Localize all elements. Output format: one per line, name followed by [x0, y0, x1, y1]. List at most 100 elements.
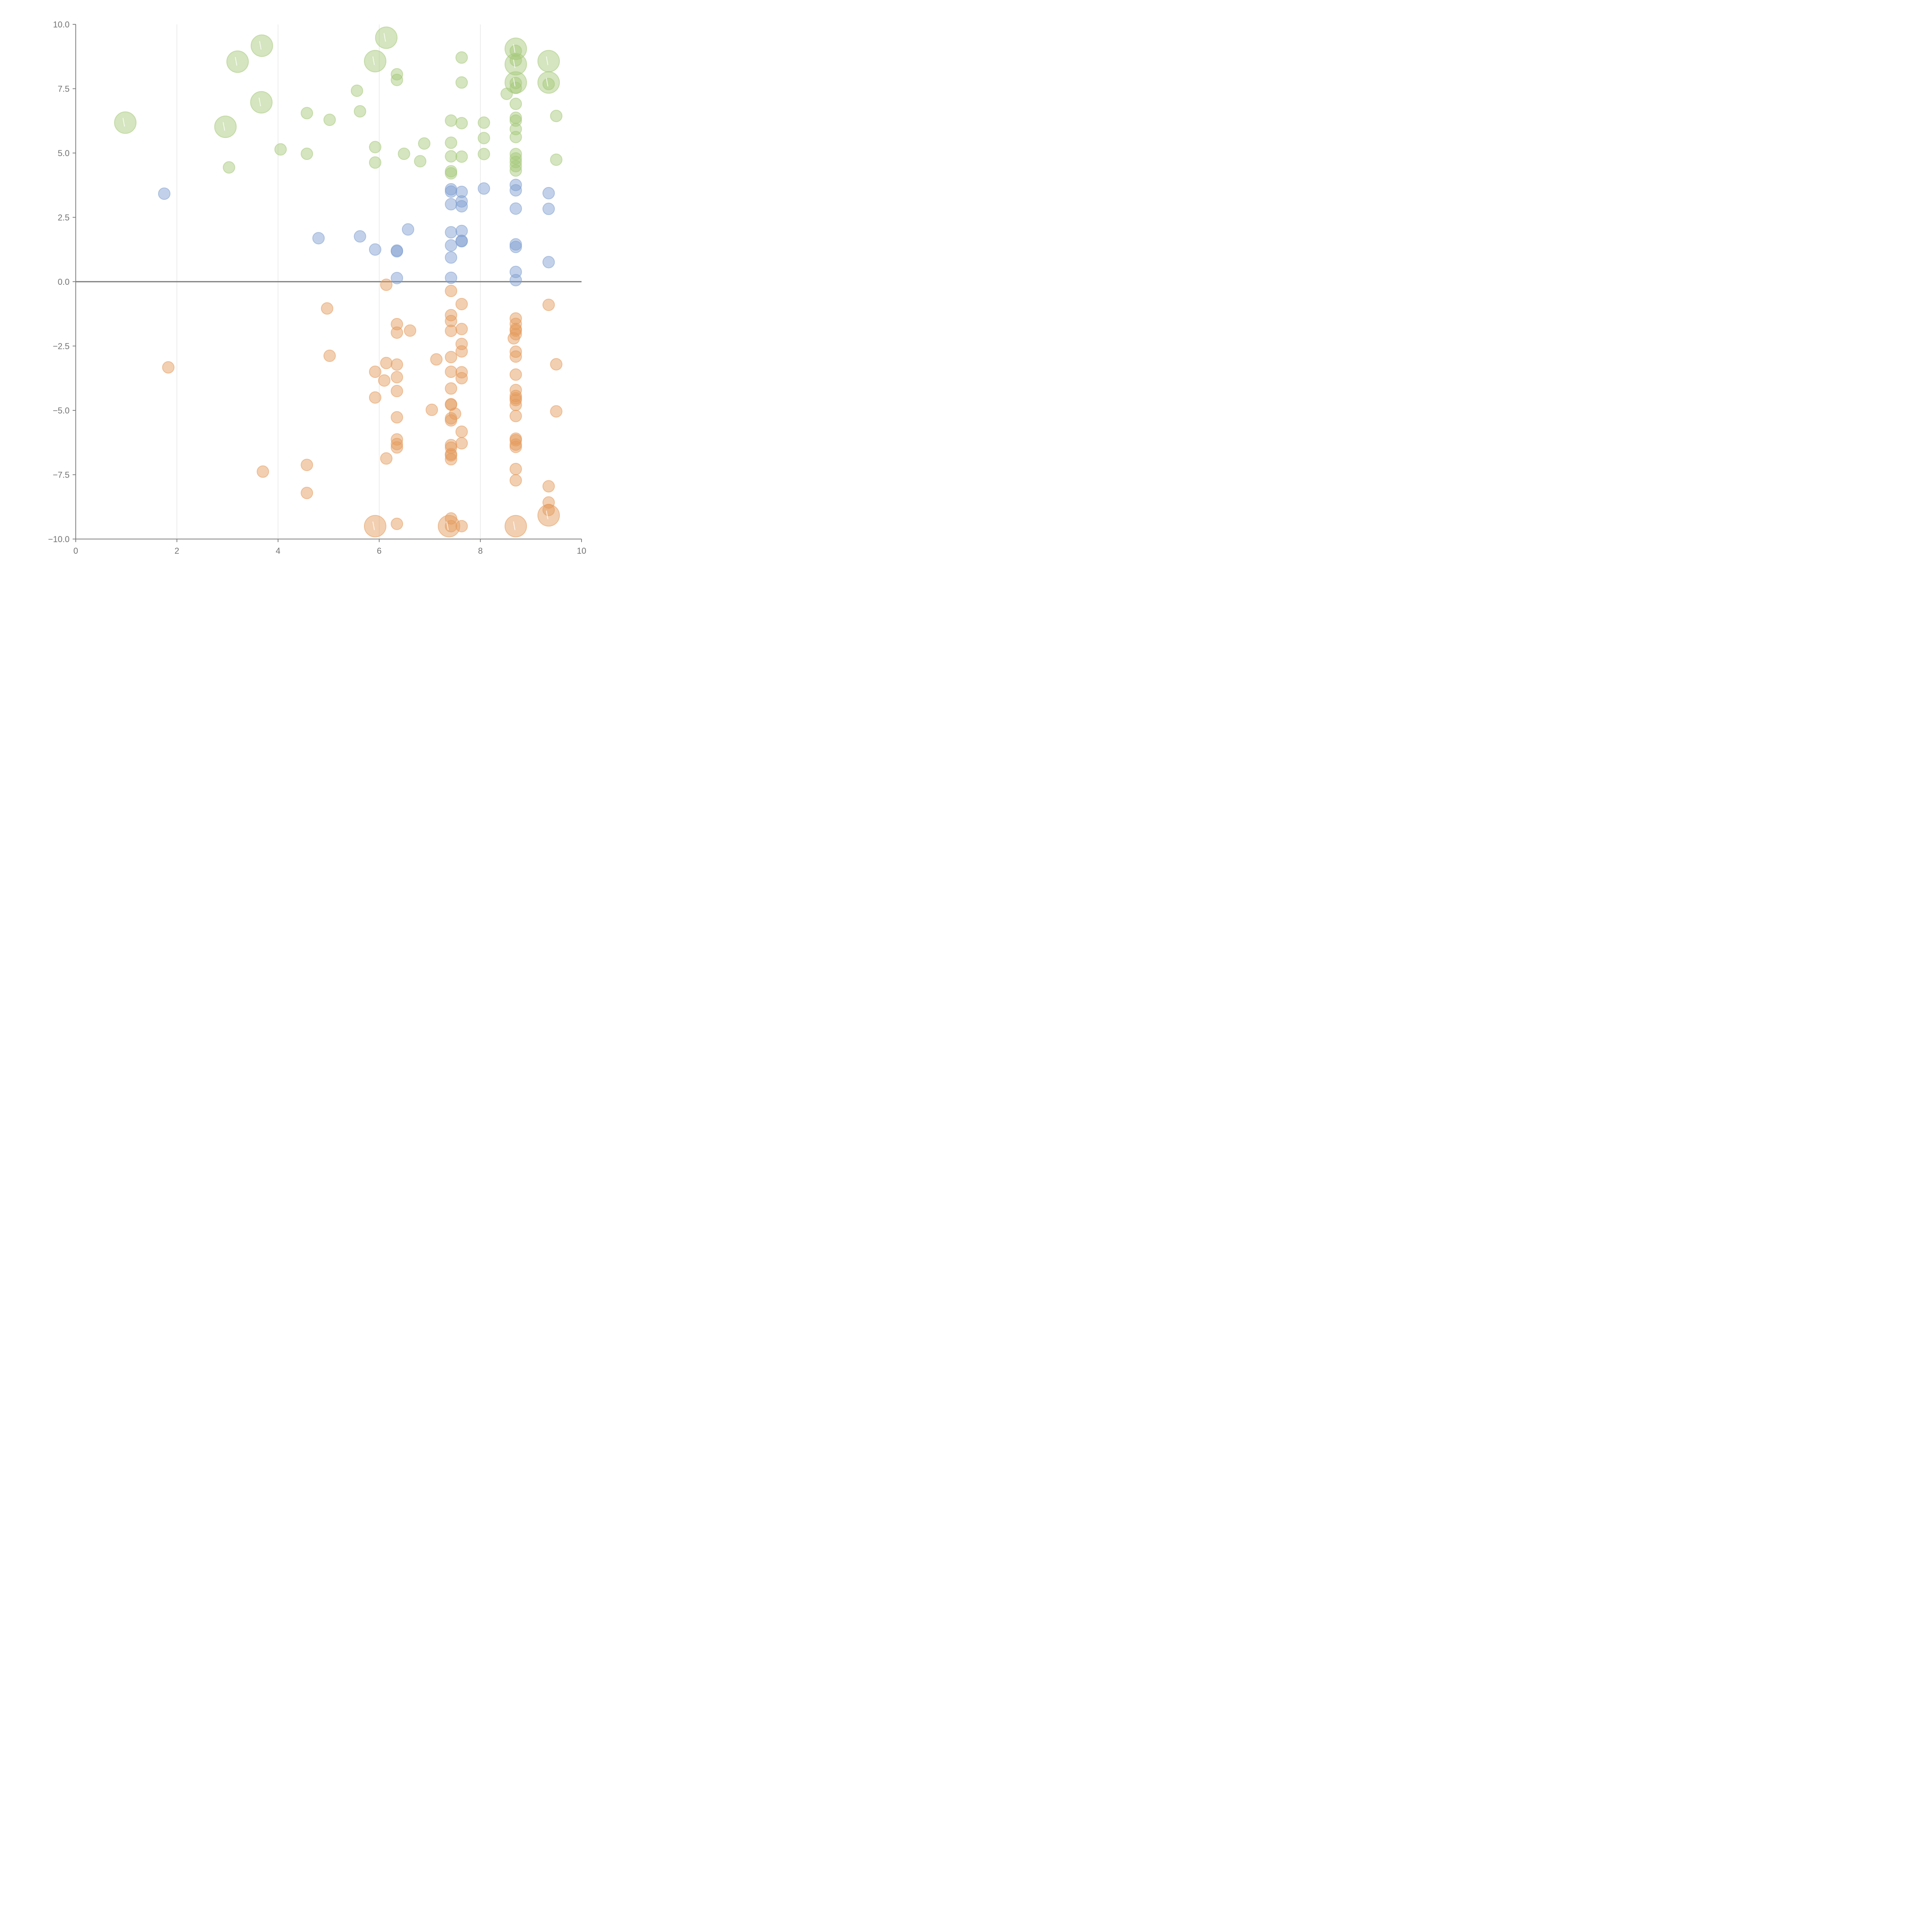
data-point-orange	[455, 372, 468, 384]
data-point-orange	[369, 366, 381, 378]
y-tick-label: −5.0	[53, 406, 70, 415]
data-point-orange	[542, 298, 555, 311]
data-point-orange	[542, 496, 555, 509]
data-point-orange	[321, 302, 333, 315]
data-point-green	[223, 161, 235, 174]
data-point-orange	[507, 332, 520, 345]
data-point-blue	[455, 235, 468, 248]
data-point-orange	[445, 351, 457, 364]
data-point-green	[364, 50, 386, 73]
data-point-green	[214, 116, 237, 138]
data-point-orange	[391, 517, 403, 530]
y-tick-label: 5.0	[58, 148, 70, 158]
data-point-orange	[301, 459, 313, 471]
data-point-orange	[542, 480, 555, 493]
data-point-blue	[455, 185, 468, 198]
axes: 0 2 4 6 8 10 −10.0 −7.5 −5.0 −2.5 0.0 2.5 5.0 7.5 10.0	[48, 20, 586, 556]
data-point-green	[114, 111, 137, 134]
data-point-green	[509, 44, 522, 57]
data-point-green	[550, 153, 563, 166]
data-point-blue	[445, 251, 457, 264]
data-point-orange	[445, 453, 457, 466]
data-point-orange	[455, 520, 468, 532]
data-point-orange	[445, 439, 457, 451]
data-point-orange	[380, 357, 393, 369]
data-point-green	[250, 34, 273, 57]
data-point-blue	[455, 224, 468, 237]
data-point-green	[391, 73, 403, 86]
data-point-green	[274, 143, 287, 156]
bubble-leader-line	[383, 33, 386, 42]
data-point-orange	[509, 440, 522, 453]
data-point-green	[445, 114, 457, 127]
data-point-green	[414, 155, 427, 168]
bubble-leader-line	[546, 78, 548, 87]
data-point-blue	[509, 238, 522, 251]
data-point-orange	[509, 410, 522, 422]
data-point-blue	[391, 272, 403, 284]
data-point-orange	[391, 358, 403, 371]
data-point-orange	[509, 350, 522, 363]
data-point-orange	[162, 361, 175, 374]
bubble-leader-line	[235, 57, 237, 66]
y-tick-label: 10.0	[53, 20, 70, 29]
data-point-orange	[301, 486, 313, 499]
data-point-blue	[542, 256, 555, 269]
data-point-orange	[509, 463, 522, 475]
data-point-blue	[542, 202, 555, 215]
y-tick-label: −7.5	[53, 470, 70, 480]
data-point-orange	[455, 338, 468, 350]
data-point-blue	[455, 195, 468, 208]
data-point-orange	[438, 515, 461, 537]
data-point-green	[542, 78, 555, 90]
data-point-green	[509, 160, 522, 172]
data-point-orange	[391, 326, 403, 339]
data-point-blue	[445, 198, 457, 211]
data-point-green	[445, 136, 457, 149]
data-point-green	[509, 77, 522, 89]
data-point-green	[478, 132, 490, 145]
data-point-orange	[509, 324, 522, 337]
data-point-orange	[445, 449, 457, 462]
bubble-leader-line	[513, 60, 515, 68]
data-point-orange	[430, 353, 443, 366]
x-tick-label: 8	[478, 546, 483, 556]
data-point-orange	[455, 323, 468, 335]
data-point-green	[550, 110, 563, 122]
data-point-orange	[509, 312, 522, 325]
data-points	[114, 26, 563, 537]
bubble-leader-line	[122, 118, 125, 127]
data-point-orange	[391, 385, 403, 398]
data-point-blue	[509, 184, 522, 197]
data-point-orange	[455, 345, 468, 358]
data-point-green	[301, 107, 313, 119]
data-point-orange	[455, 298, 468, 310]
data-point-green	[509, 164, 522, 177]
data-point-orange	[391, 318, 403, 330]
bubble-leader-line	[546, 510, 548, 519]
data-point-orange	[445, 325, 457, 337]
data-point-orange	[391, 438, 403, 451]
data-point-orange	[509, 474, 522, 487]
data-point-blue	[445, 272, 457, 284]
data-point-orange	[509, 318, 522, 330]
data-point-green	[418, 137, 430, 150]
data-point-green	[509, 131, 522, 143]
data-point-orange	[445, 366, 457, 378]
data-point-blue	[509, 241, 522, 253]
data-point-orange	[378, 374, 391, 387]
y-tick-label: 7.5	[58, 84, 70, 94]
data-point-orange	[509, 394, 522, 406]
data-point-orange	[391, 371, 403, 384]
data-point-green	[537, 50, 560, 73]
bubble-leader-line	[446, 521, 449, 530]
data-point-orange	[509, 368, 522, 381]
data-point-orange	[391, 441, 403, 454]
data-point-green	[323, 114, 336, 126]
bubble-leader-line	[223, 122, 225, 131]
data-point-green	[478, 116, 490, 129]
data-point-orange	[542, 503, 555, 516]
bubble-leader-line	[513, 521, 515, 530]
bubble-leader-line	[372, 521, 375, 530]
data-point-orange	[509, 345, 522, 358]
